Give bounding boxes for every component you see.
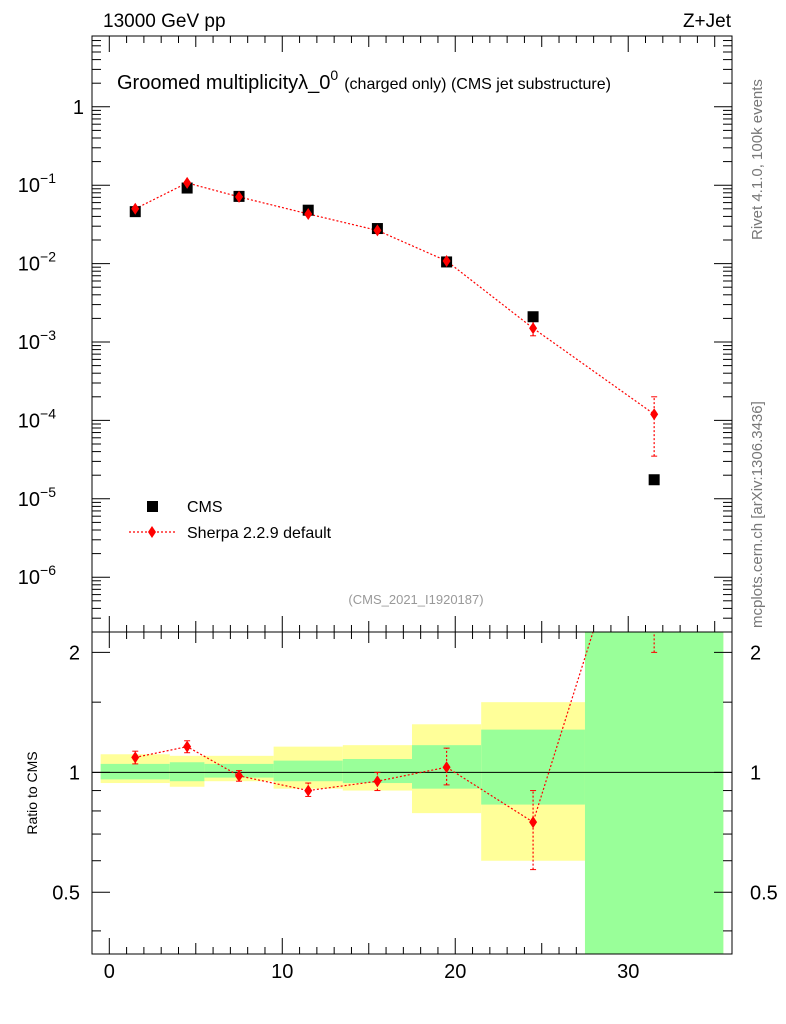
legend-sherpa-marker	[148, 526, 156, 538]
sherpa-data-point	[529, 322, 538, 335]
ratio-y-tick-label-right: 0.5	[750, 882, 778, 904]
y-tick-label: 1	[73, 97, 84, 119]
main-plot-layer: 1 10−1 10−2 10−3 10−4 10−5 10−6	[18, 35, 733, 633]
ratio-stat-uncertainty-band	[100, 763, 170, 780]
y-tick-label: 10−1	[18, 170, 56, 197]
legend: CMS Sherpa 2.2.9 default	[129, 499, 332, 542]
ratio-stat-uncertainty-band	[169, 762, 205, 782]
title-suffix-text: (charged only) (CMS jet substructure)	[344, 76, 611, 93]
ratio-sherpa-point	[235, 769, 244, 782]
x-tick-label: 0	[104, 961, 115, 983]
sherpa-data-point	[304, 207, 313, 220]
sherpa-data-point	[235, 190, 244, 203]
rivet-version-label: Rivet 4.1.0, 100k events	[749, 79, 766, 240]
x-tick-label: 10	[271, 961, 293, 983]
y-tick-label: 10−6	[18, 562, 56, 589]
y-tick-label: 10−2	[18, 249, 56, 276]
ratio-y-tick-label-left: 0.5	[52, 882, 80, 904]
ratio-y-tick-label-right: 2	[750, 642, 761, 664]
y-tick-label: 10−4	[18, 405, 56, 432]
ratio-sherpa-point	[183, 740, 192, 753]
ratio-y-tick-label-right: 1	[750, 762, 761, 784]
plot-title: Groomed multiplicityλ_00 (charged only) (…	[117, 67, 611, 94]
legend-cms-label: CMS	[187, 499, 223, 516]
mcplots-reference-label: mcplots.cern.ch [arXiv:1306.3436]	[749, 401, 766, 628]
ratio-sherpa-point	[529, 816, 538, 829]
ratio-sherpa-line	[135, 632, 594, 824]
x-tick-label: 20	[444, 961, 466, 983]
analysis-watermark: (CMS_2021_I1920187)	[348, 592, 483, 607]
sherpa-data-point	[442, 254, 451, 267]
ratio-sherpa-point	[373, 775, 382, 788]
legend-sherpa-label: Sherpa 2.2.9 default	[187, 525, 332, 542]
ratio-axis-label: Ratio to CMS	[24, 751, 40, 834]
header-energy-label: 13000 GeV pp	[103, 11, 226, 32]
sherpa-series-line	[134, 182, 655, 415]
cms-data-point	[527, 311, 539, 323]
ratio-sherpa-point	[304, 784, 313, 797]
sherpa-data-point	[373, 224, 382, 237]
y-tick-label: 10−5	[18, 484, 56, 511]
y-tick-label: 10−3	[18, 327, 56, 354]
legend-cms-marker	[147, 501, 158, 512]
ratio-stat-uncertainty-band	[273, 760, 343, 782]
ratio-y-tick-label-left: 2	[69, 642, 80, 664]
x-tick-label: 30	[617, 961, 639, 983]
ratio-stat-uncertainty-band	[584, 632, 724, 954]
main-plot-frame	[91, 35, 733, 633]
sherpa-data-point	[650, 408, 659, 421]
sherpa-data-point	[131, 202, 140, 215]
title-superscript: 0	[330, 67, 338, 83]
ratio-frame-overlay	[91, 631, 733, 955]
title-lambda-text: λ_0	[298, 72, 330, 94]
cms-data-point	[648, 474, 660, 486]
header-process-label: Z+Jet	[683, 11, 732, 32]
ratio-y-tick-label-left: 1	[69, 762, 80, 784]
ratio-sherpa-point	[442, 761, 451, 774]
ratio-plot-layer: 0 10 20 30 0.5 0.5 1 1 2 2	[52, 631, 778, 983]
title-main-text: Groomed multiplicity	[117, 72, 298, 94]
sherpa-data-point	[183, 176, 192, 189]
ratio-sherpa-point	[131, 751, 140, 764]
